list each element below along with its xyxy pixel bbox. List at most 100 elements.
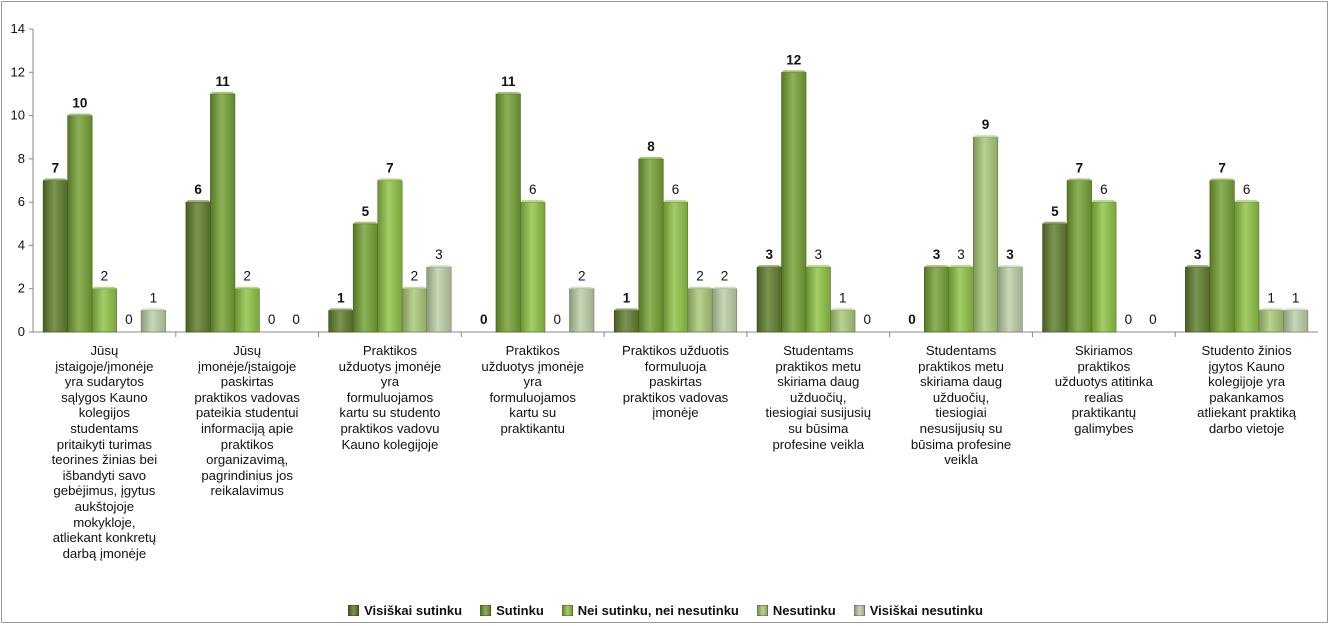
category-label-line: kartu su studento — [339, 405, 441, 421]
bar — [948, 266, 974, 333]
data-label: 3 — [435, 247, 443, 262]
category-label-line: praktikantu — [500, 420, 565, 436]
category-label-line: paskirtas — [220, 374, 274, 390]
category-label-line: įmonėje/įstaigoje — [198, 358, 297, 374]
bar — [67, 115, 93, 333]
category-label-line: užduočių, — [932, 389, 990, 405]
bar-top — [520, 200, 545, 203]
legend-item: Visiškai nesutinku — [853, 603, 983, 618]
bar — [42, 180, 68, 333]
category-label: Praktikos užduotys įmonėje yra formuluojamo… — [322, 343, 458, 452]
category-label-line: praktikos metu — [918, 358, 1004, 374]
legend-label: Visiškai sutinku — [364, 603, 463, 618]
y-tick-label: 6 — [18, 194, 25, 209]
bar — [426, 266, 452, 333]
bar — [1042, 223, 1068, 333]
category-label-line: praktikos — [1077, 358, 1131, 374]
bar-top — [1258, 308, 1284, 311]
category-label-line: praktikos vadovu — [340, 420, 440, 436]
data-label: 1 — [1267, 290, 1275, 305]
category-label-line: tiesiogiai susijusių — [765, 405, 872, 421]
bar — [638, 158, 664, 333]
category-label-line: organizavimą, — [206, 452, 289, 468]
data-label: 6 — [194, 182, 202, 197]
bar — [1258, 310, 1284, 333]
category-label-line: skiriama daug — [920, 374, 1003, 390]
category-label-line: Studento žinios — [1201, 343, 1292, 358]
bar-top — [353, 221, 378, 224]
category-label-line: praktikantų — [1071, 405, 1137, 421]
bar-top — [830, 308, 856, 311]
bar — [830, 310, 856, 333]
data-label: 0 — [553, 312, 561, 327]
bar — [756, 266, 782, 333]
category-label-line: realias — [1084, 389, 1124, 405]
bar — [924, 266, 950, 333]
category-label-line: Jūsų — [233, 343, 262, 358]
category-label-line: pakankamos — [1209, 389, 1284, 405]
legend-label: Sutinku — [496, 603, 544, 618]
bar — [613, 310, 640, 333]
bar-top — [67, 113, 93, 116]
data-label: 5 — [1051, 204, 1059, 219]
bar — [711, 288, 738, 333]
bar-top — [781, 70, 807, 73]
legend-swatch — [561, 605, 573, 616]
category-label-line: praktikos — [220, 436, 274, 452]
bar — [328, 310, 354, 333]
bar — [352, 223, 378, 333]
bar-top — [1091, 200, 1117, 203]
y-tick-label: 8 — [18, 151, 25, 166]
legend-label: Nei sutinku, nei nesutinku — [577, 603, 739, 618]
bar-top — [757, 265, 782, 268]
category-label-line: yra — [523, 374, 542, 390]
category-label: Studentams praktikos metu skiriama daug užd… — [750, 343, 886, 452]
category-label-line: užduotys įmonėje — [338, 358, 442, 374]
data-label: 11 — [216, 74, 231, 89]
category-label-line: studentams — [70, 420, 139, 436]
data-label: 7 — [386, 161, 394, 176]
bar — [377, 180, 403, 333]
bar-top — [377, 178, 403, 181]
legend-swatch — [348, 605, 360, 616]
bar — [495, 93, 521, 333]
data-label: 2 — [101, 269, 109, 284]
data-label: 2 — [696, 269, 704, 284]
category-label-line: gebėjimus, įgytus — [53, 483, 156, 499]
bar-top — [43, 178, 68, 181]
category-label-line: Kauno kolegijoje — [341, 436, 439, 452]
data-label: 2 — [411, 269, 419, 284]
bar — [1185, 266, 1211, 333]
data-label: 1 — [623, 290, 631, 305]
data-label: 3 — [1006, 247, 1014, 262]
data-label: 0 — [480, 312, 488, 327]
bar — [185, 201, 211, 333]
data-label: 3 — [1194, 247, 1202, 262]
data-label: 9 — [982, 117, 990, 132]
category-label: Studento žinios įgytos Kauno kolegijoje yr… — [1179, 343, 1315, 437]
bar-top — [948, 265, 974, 268]
data-label: 7 — [1076, 161, 1084, 176]
category-label-line: Studentams — [783, 343, 854, 358]
data-label: 7 — [1218, 161, 1226, 176]
data-label: 6 — [1243, 182, 1251, 197]
category-label-line: praktikos vadovas — [194, 389, 300, 405]
bars — [42, 70, 1309, 333]
data-label: 0 — [864, 312, 872, 327]
category-label-line: paskirtas — [649, 374, 702, 390]
category-label-line: Skiriamos — [1074, 343, 1133, 358]
category-label-line: informaciją apie — [200, 420, 294, 436]
legend: Visiškai sutinku Sutinku Nei sutinku, nei … — [0, 603, 1331, 619]
category-label-line: formuluojamos — [346, 389, 434, 405]
data-label: 0 — [1149, 312, 1157, 327]
bar-top — [210, 91, 235, 94]
data-label: 1 — [1292, 290, 1300, 305]
category-label-line: sąlygos Kauno — [61, 389, 148, 405]
data-label: 5 — [362, 204, 370, 219]
category-label-line: išbandyti savo — [62, 467, 147, 483]
category-label-line: yra sudarytos — [64, 374, 144, 390]
legend-item: Visiškai sutinku — [348, 603, 462, 618]
data-label: 0 — [292, 312, 300, 327]
